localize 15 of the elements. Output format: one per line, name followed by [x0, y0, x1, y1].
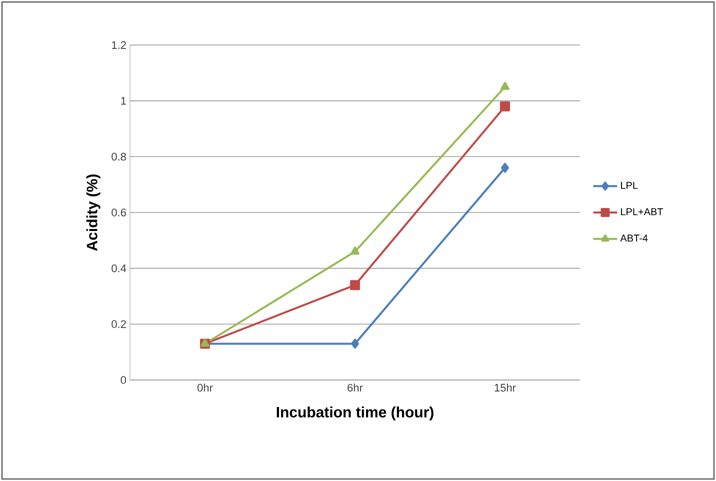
y-tick-label: 0	[120, 376, 126, 384]
y-tick-label: 1.2	[112, 41, 126, 49]
x-axis-title: Incubation time (hour)	[276, 406, 434, 420]
legend-label: ABT-4	[620, 234, 648, 242]
x-tick-label: 6hr	[348, 384, 363, 392]
legend-label: LPL	[621, 182, 638, 189]
y-tick-label: 0.2	[112, 320, 126, 328]
y-tick-label: 0.8	[112, 152, 126, 161]
y-tick-label: 0.4	[112, 264, 126, 272]
y-axis-title: Acidity (%)	[86, 174, 100, 251]
y-tick-label: 1	[121, 97, 126, 105]
legend-label: LPL+ABT	[621, 208, 664, 216]
y-tick-label: 0.6	[112, 208, 126, 216]
x-tick-label: 0hr	[197, 384, 213, 392]
x-tick-label: 15hr	[494, 384, 516, 392]
